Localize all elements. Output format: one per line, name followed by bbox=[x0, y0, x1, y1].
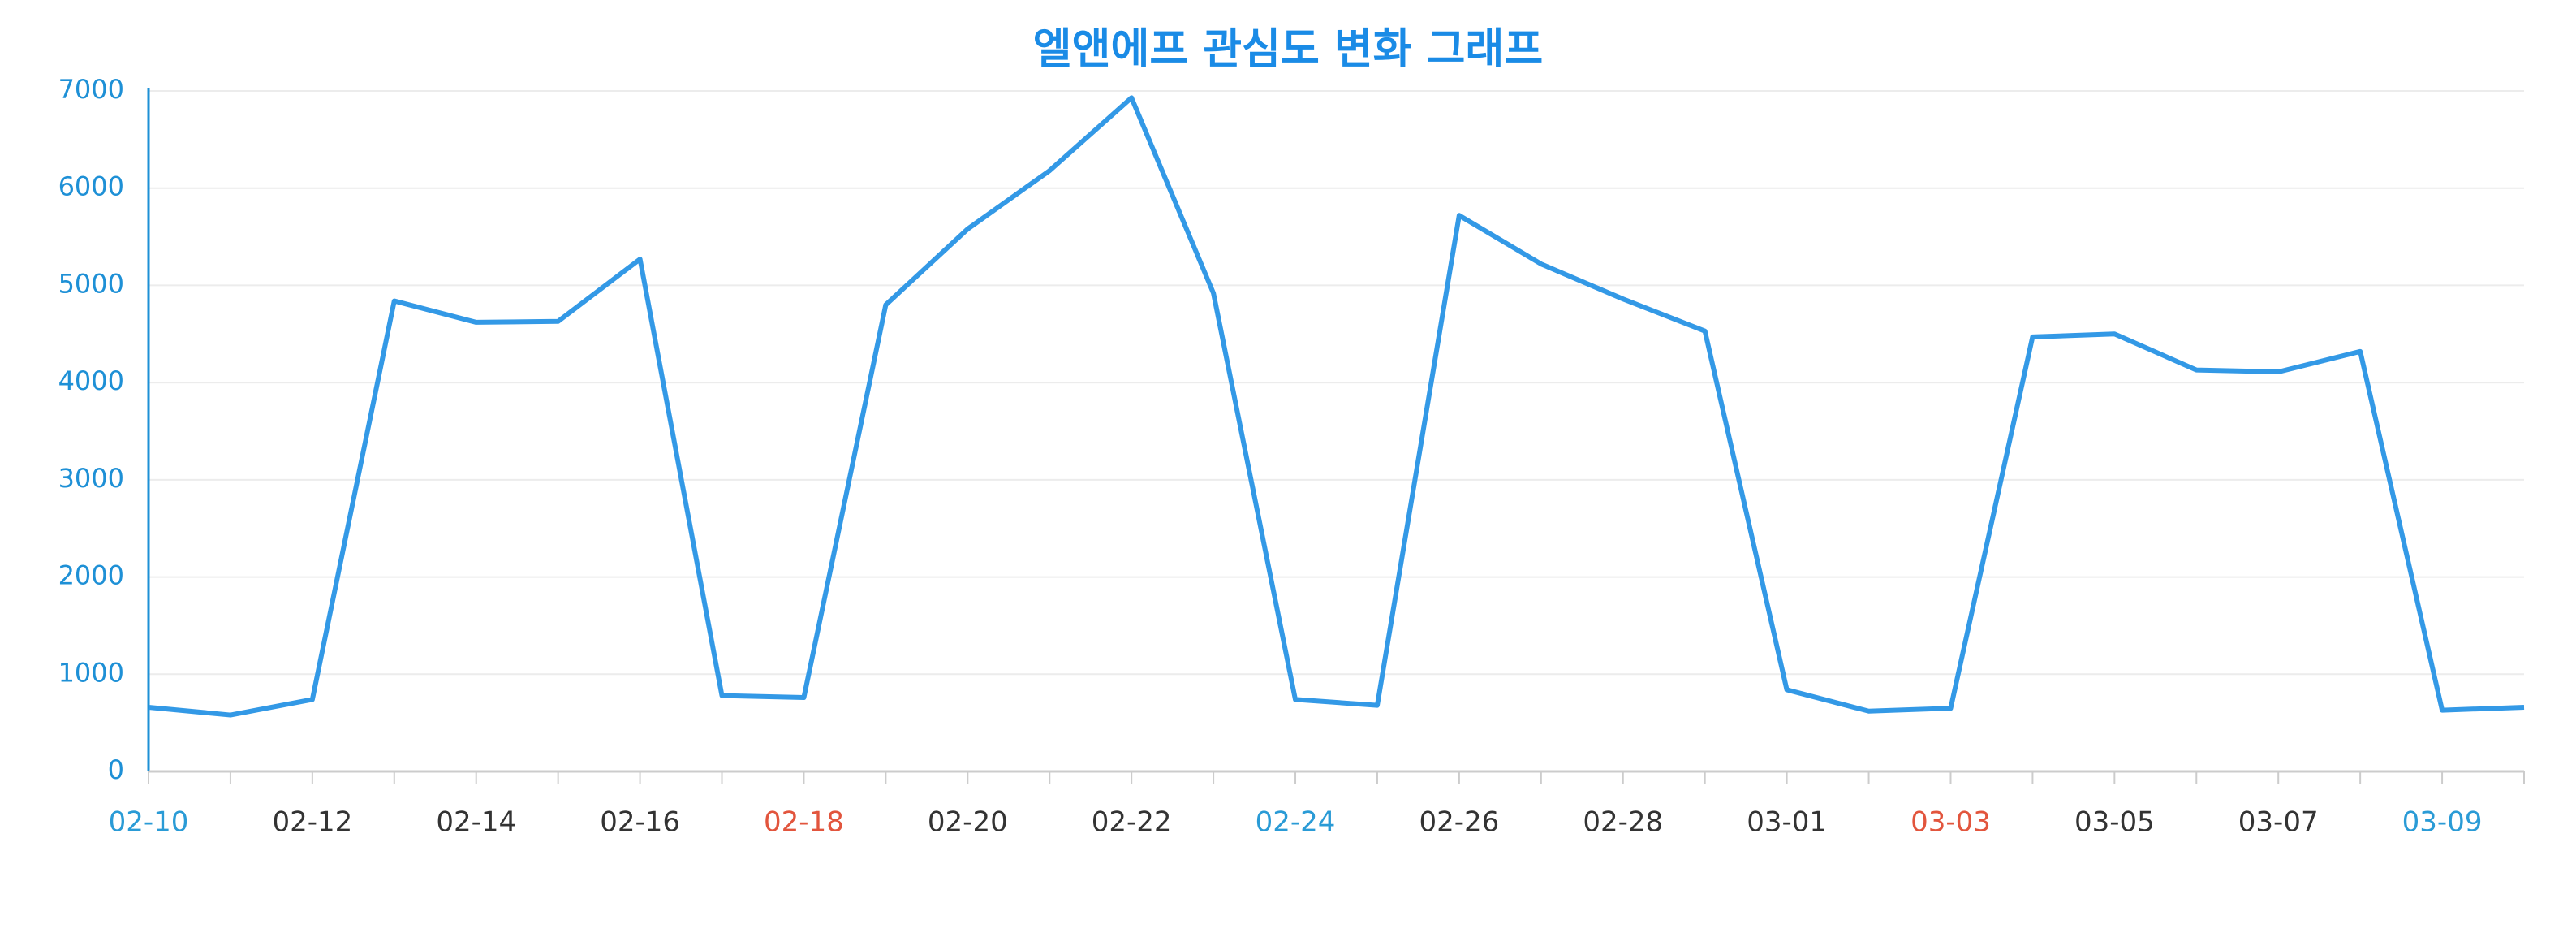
x-tick-label: 03-09 bbox=[2402, 806, 2483, 839]
x-tick-label: 02-22 bbox=[1092, 806, 1172, 839]
y-tick-label: 7000 bbox=[58, 74, 124, 105]
x-tick-label: 02-16 bbox=[600, 806, 680, 839]
line bbox=[148, 95, 2525, 718]
y-tick-label: 4000 bbox=[58, 365, 124, 396]
x-tick-label: 03-07 bbox=[2238, 806, 2319, 839]
y-tick-label: 5000 bbox=[58, 268, 124, 299]
y-tick-label: 3000 bbox=[58, 463, 124, 494]
chart-title: 엘앤에프 관심도 변화 그래프 bbox=[1033, 25, 1543, 74]
x-tick-label: 02-14 bbox=[436, 806, 516, 839]
x-tick-label: 02-10 bbox=[109, 806, 189, 839]
x-tick-label: 03-01 bbox=[1747, 806, 1827, 839]
y-tick-label: 1000 bbox=[58, 657, 124, 688]
x-tick-label: 02-28 bbox=[1583, 806, 1663, 839]
y-tick-label: 0 bbox=[108, 754, 124, 785]
x-tick-label: 02-12 bbox=[272, 806, 352, 839]
y-tick-label: 2000 bbox=[58, 560, 124, 591]
x-tick-label: 02-24 bbox=[1256, 806, 1336, 839]
y-tick-label: 6000 bbox=[58, 171, 124, 202]
x-tick-label: 02-20 bbox=[928, 806, 1008, 839]
x-tick-label: 03-03 bbox=[1910, 806, 1991, 839]
x-tick-label: 02-18 bbox=[764, 806, 844, 839]
x-tick-label: 03-05 bbox=[2074, 806, 2155, 839]
x-tick-label: 02-26 bbox=[1419, 806, 1499, 839]
